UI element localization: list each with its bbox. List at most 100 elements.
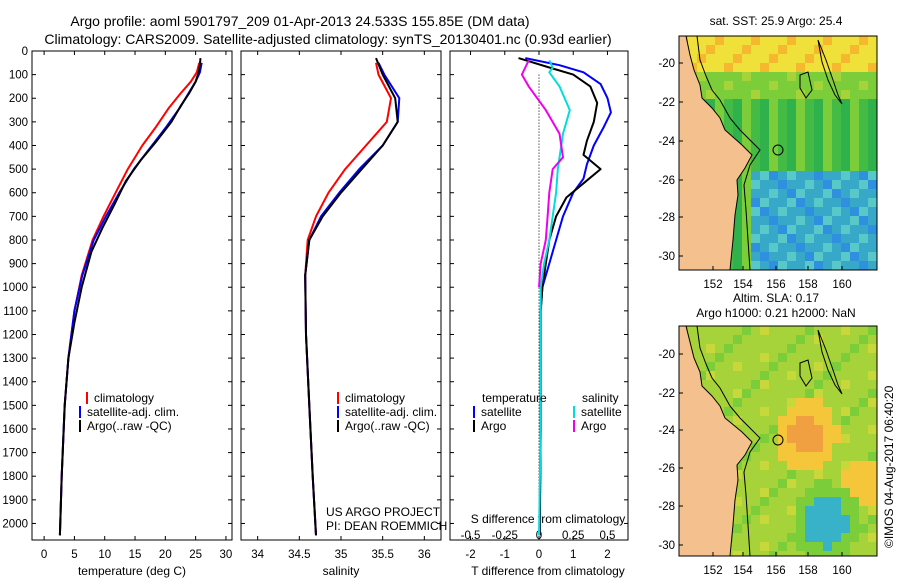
sla-cell <box>778 326 787 335</box>
sla-cell <box>769 443 778 452</box>
sla-cell <box>778 362 787 371</box>
sla-cell <box>787 542 796 551</box>
sla-cell <box>724 344 733 353</box>
sst-cell <box>787 243 796 252</box>
sst-cell <box>760 126 769 135</box>
sst-cell <box>778 36 787 45</box>
sla-cell <box>805 443 814 452</box>
sla-cell <box>733 335 742 344</box>
sst-cell <box>742 54 751 63</box>
sla-cell <box>715 389 724 398</box>
sst-cell <box>859 261 868 270</box>
series-line-temperature-argo <box>518 57 602 536</box>
sla-cell <box>760 398 769 407</box>
sla-map-title-2: Argo h1000: 0.21 h2000: NaN <box>696 306 855 320</box>
sla-cell <box>832 380 841 389</box>
sst-cell <box>841 162 850 171</box>
sla-cell <box>859 452 868 461</box>
sla-cell <box>787 344 796 353</box>
sst-cell <box>850 117 859 126</box>
sst-cell <box>742 234 751 243</box>
sla-cell <box>796 470 805 479</box>
sst-cell <box>868 99 877 108</box>
x-tick-label: 35 <box>335 549 348 561</box>
sst-cell <box>850 135 859 144</box>
sla-cell <box>841 506 850 515</box>
sst-cell <box>778 234 787 243</box>
sla-cell <box>805 497 814 506</box>
sst-cell <box>751 189 760 198</box>
sla-cell <box>832 497 841 506</box>
x-tick-label: -2 <box>465 549 475 561</box>
sla-cell <box>841 344 850 353</box>
x-tick-label: 5 <box>71 549 77 561</box>
sla-cell <box>850 443 859 452</box>
sla-cell <box>742 326 751 335</box>
sla-cell <box>814 407 823 416</box>
sst-cell <box>796 135 805 144</box>
sla-cell <box>733 497 742 506</box>
sst-cell <box>787 135 796 144</box>
sla-cell <box>796 425 805 434</box>
sla-cell <box>742 488 751 497</box>
sla-cell <box>850 344 859 353</box>
sla-cell <box>769 515 778 524</box>
map-lon-label: 152 <box>703 279 722 291</box>
sla-cell <box>796 506 805 515</box>
sst-cell <box>787 261 796 270</box>
sla-cell <box>859 344 868 353</box>
sla-cell <box>742 479 751 488</box>
sst-cell <box>760 135 769 144</box>
sst-cell <box>868 189 877 198</box>
sla-cell <box>769 452 778 461</box>
sst-cell <box>751 225 760 234</box>
sst-cell <box>859 117 868 126</box>
sla-cell <box>868 470 877 479</box>
sla-cell <box>850 335 859 344</box>
sla-cell <box>823 479 832 488</box>
sst-cell <box>706 54 715 63</box>
sst-cell <box>805 216 814 225</box>
sla-cell <box>769 461 778 470</box>
sst-cell <box>751 72 760 81</box>
sla-cell <box>733 371 742 380</box>
legend-heading-temperature: temperature <box>482 391 547 405</box>
sla-cell <box>769 362 778 371</box>
sst-cell <box>787 108 796 117</box>
sst-map-frame <box>678 35 878 271</box>
difference-axis-label: T difference from climatology <box>471 564 625 578</box>
sla-cell <box>841 326 850 335</box>
sst-cell <box>724 54 733 63</box>
sst-cell <box>742 36 751 45</box>
sst-cell <box>769 90 778 99</box>
sla-cell <box>715 335 724 344</box>
sst-cell <box>823 189 832 198</box>
sla-cell <box>742 515 751 524</box>
sst-cell <box>814 180 823 189</box>
sla-cell <box>715 326 724 335</box>
sla-cell <box>868 380 877 389</box>
sst-cell <box>715 90 724 99</box>
sla-cell <box>859 488 868 497</box>
sst-cell <box>787 189 796 198</box>
sla-cell <box>859 416 868 425</box>
sla-cell <box>850 398 859 407</box>
sla-argo-location-marker <box>772 434 784 446</box>
sst-cell <box>751 234 760 243</box>
sla-cell <box>787 497 796 506</box>
map-lon-label: 156 <box>766 565 785 577</box>
sst-cell <box>841 171 850 180</box>
sst-cell <box>769 54 778 63</box>
sst-cell <box>751 36 760 45</box>
sla-cell <box>868 551 877 556</box>
sst-cell <box>724 99 733 108</box>
y-tick-label: 400 <box>9 140 28 152</box>
sst-cell <box>850 81 859 90</box>
sla-cell <box>805 380 814 389</box>
sla-cell <box>733 533 742 542</box>
sla-cell <box>832 488 841 497</box>
sst-map-title: sat. SST: 25.9 Argo: 25.4 <box>710 14 843 28</box>
sla-cell <box>832 542 841 551</box>
sla-cell <box>850 389 859 398</box>
sla-cell <box>814 389 823 398</box>
